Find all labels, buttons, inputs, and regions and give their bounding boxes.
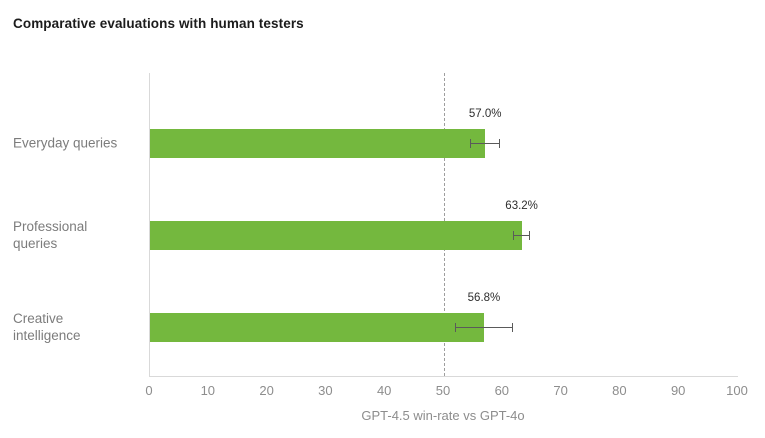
error-bar-3 — [454, 322, 514, 332]
category-label-2: Professional queries — [13, 219, 88, 251]
error-bar-cap-right — [512, 322, 514, 332]
x-tick-100: 100 — [726, 383, 748, 398]
category-label-3: Creative intelligence — [13, 311, 81, 343]
category-label-1: Everyday queries — [13, 135, 118, 151]
x-tick-0: 0 — [145, 383, 153, 398]
chart-title: Comparative evaluations with human teste… — [13, 16, 304, 31]
error-bar-cap-right — [498, 138, 500, 148]
x-tick-10: 10 — [200, 383, 216, 398]
x-tick-30: 30 — [318, 383, 333, 398]
x-tick-40: 40 — [376, 383, 392, 398]
error-bar-cap-left — [513, 230, 515, 240]
bar-3 — [150, 312, 484, 342]
x-tick-20: 20 — [259, 383, 274, 398]
error-bar-1 — [470, 138, 500, 148]
error-bar-cap-left — [470, 138, 472, 148]
x-axis-label: GPT-4.5 win-rate vs GPT-4o — [361, 408, 525, 423]
x-tick-70: 70 — [553, 383, 568, 398]
value-label-3: 56.8% — [467, 291, 501, 304]
error-bar-cap-left — [454, 322, 456, 332]
error-bar-2 — [513, 230, 530, 240]
x-tick-60: 60 — [494, 383, 510, 398]
value-label-2: 63.2% — [505, 199, 538, 212]
bar-2 — [150, 220, 522, 250]
x-tick-50: 50 — [435, 383, 451, 398]
x-tick-90: 90 — [670, 383, 686, 398]
error-bar-cap-right — [528, 230, 530, 240]
error-bar-line — [454, 326, 514, 328]
error-bar-line — [513, 234, 530, 236]
x-tick-80: 80 — [612, 383, 627, 398]
bar-1 — [150, 128, 486, 158]
plot-area: 57.0% 63.2% 56.8% — [149, 73, 738, 377]
value-label-1: 57.0% — [468, 107, 502, 120]
error-bar-line — [470, 142, 500, 144]
